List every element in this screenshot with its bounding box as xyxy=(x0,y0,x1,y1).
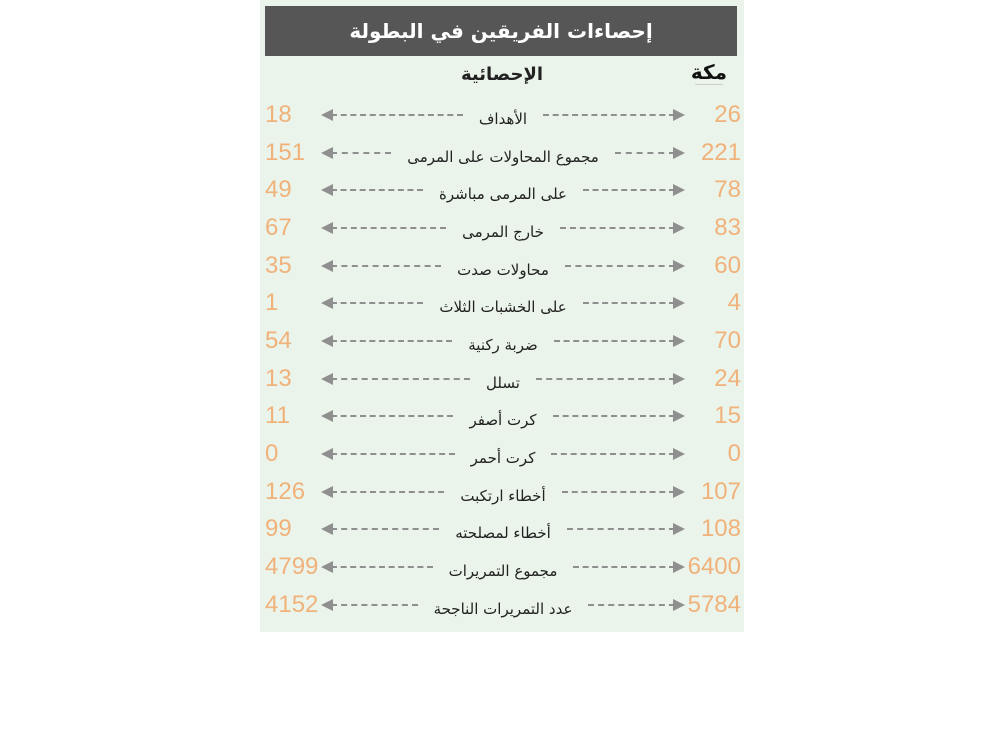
arrow-right-icon xyxy=(578,598,685,611)
right-team-value: 107 xyxy=(700,477,741,505)
arrow-left-icon xyxy=(321,221,456,234)
arrow-right-icon xyxy=(526,372,686,385)
right-team-value: 26 xyxy=(714,100,741,128)
arrow-right-icon xyxy=(557,523,686,536)
arrow-left-icon xyxy=(321,297,433,310)
stat-label: مجموع المحاولات على المرمى xyxy=(407,147,599,166)
arrow-right-icon xyxy=(543,410,686,423)
left-team-value: 99 xyxy=(265,515,292,543)
arrow-left-icon xyxy=(321,485,454,498)
stat-row: 35 محاولات صدت 60 xyxy=(265,247,741,285)
stats-infographic: إحصاءات الفريقين في البطولة الإحصائية مك… xyxy=(260,0,744,632)
right-team-value: 221 xyxy=(700,138,741,166)
arrow-right-icon xyxy=(550,221,686,234)
stat-row: 49 على المرمى مباشرة 78 xyxy=(265,171,741,209)
arrow-left-icon xyxy=(321,410,463,423)
stat-label: كرت أحمر xyxy=(470,449,536,468)
right-team-value: 6400 xyxy=(687,553,741,581)
left-team-value: 67 xyxy=(265,213,292,241)
arrow-left-icon xyxy=(321,523,449,536)
right-team-value: 4 xyxy=(727,289,741,317)
right-team-value: 5784 xyxy=(687,590,741,618)
arrow-left-icon xyxy=(321,372,480,385)
arrow-left-icon xyxy=(321,146,401,159)
stat-label: عدد التمريرات الناجحة xyxy=(433,599,573,618)
arrow-left-icon xyxy=(321,184,433,197)
arrow-left-icon xyxy=(321,598,428,611)
stat-row: 151 مجموع المحاولات على المرمى 221 xyxy=(265,134,741,172)
arrow-right-icon xyxy=(563,561,685,574)
arrow-right-icon xyxy=(541,448,685,461)
logo: مكة ——————— xyxy=(684,62,734,87)
left-team-value: 4152 xyxy=(265,590,319,618)
stat-row: 13 تسلل 24 xyxy=(265,360,741,398)
stat-label: على المرمى مباشرة xyxy=(438,185,567,204)
logo-tagline: ——————— xyxy=(695,82,723,87)
arrow-left-icon xyxy=(321,448,465,461)
stat-label: مجموع التمريرات xyxy=(448,562,558,581)
left-team-value: 11 xyxy=(265,402,290,430)
left-team-value: 1 xyxy=(265,289,279,317)
stat-label: خارج المرمى xyxy=(462,222,544,241)
left-team-value: 49 xyxy=(265,176,292,204)
stat-label: محاولات صدت xyxy=(457,260,549,279)
logo-mark: مكة xyxy=(690,60,728,84)
arrow-right-icon xyxy=(552,485,686,498)
right-team-value: 15 xyxy=(714,402,741,430)
left-team-value: 4799 xyxy=(265,553,319,581)
column-header-statistic: الإحصائية xyxy=(460,64,544,85)
stat-label: أخطاء لمصلحته xyxy=(455,524,551,543)
stat-row: 1 على الخشبات الثلاث 4 xyxy=(265,284,741,322)
right-team-value: 70 xyxy=(714,326,741,354)
stat-row: 4152 عدد التمريرات الناجحة 5784 xyxy=(265,586,741,624)
arrow-right-icon xyxy=(533,108,685,121)
stat-row: 4799 مجموع التمريرات 6400 xyxy=(265,548,741,586)
right-team-value: 60 xyxy=(714,251,741,279)
arrow-left-icon xyxy=(321,561,443,574)
arrow-right-icon xyxy=(573,297,686,310)
right-team-value: 24 xyxy=(714,364,741,392)
stat-label: أخطاء ارتكبت xyxy=(460,486,546,505)
left-team-value: 126 xyxy=(265,477,306,505)
arrow-right-icon xyxy=(544,334,686,347)
stat-row: 18 الأهداف 26 xyxy=(265,96,741,134)
stat-label: كرت أصفر xyxy=(469,411,537,430)
stat-label: على الخشبات الثلاث xyxy=(439,298,567,317)
stat-row: 0 كرت أحمر 0 xyxy=(265,435,741,473)
stat-row: 67 خارج المرمى 83 xyxy=(265,209,741,247)
arrow-right-icon xyxy=(573,184,685,197)
stat-row: 11 كرت أصفر 15 xyxy=(265,398,741,436)
left-team-value: 18 xyxy=(265,100,292,128)
page-title: إحصاءات الفريقين في البطولة xyxy=(265,6,737,56)
right-team-value: 83 xyxy=(714,213,741,241)
right-team-value: 108 xyxy=(700,515,741,543)
left-team-value: 13 xyxy=(265,364,292,392)
arrow-left-icon xyxy=(321,259,451,272)
stat-label: ضربة ركنية xyxy=(468,335,538,354)
stat-label: تسلل xyxy=(486,373,520,392)
left-team-value: 54 xyxy=(265,326,292,354)
arrow-right-icon xyxy=(605,146,686,159)
stat-label: الأهداف xyxy=(478,109,528,128)
left-team-value: 151 xyxy=(265,138,306,166)
left-team-value: 0 xyxy=(265,440,279,468)
arrow-right-icon xyxy=(555,259,686,272)
arrow-left-icon xyxy=(321,108,473,121)
arrow-left-icon xyxy=(321,334,462,347)
stat-row: 126 أخطاء ارتكبت 107 xyxy=(265,473,741,511)
right-team-value: 78 xyxy=(714,176,741,204)
stat-row: 54 ضربة ركنية 70 xyxy=(265,322,741,360)
left-team-value: 35 xyxy=(265,251,292,279)
stat-row: 99 أخطاء لمصلحته 108 xyxy=(265,511,741,549)
stats-list: 18 الأهداف 26 151 مجموع المحاولات على المرمى… xyxy=(265,96,741,624)
right-team-value: 0 xyxy=(727,440,741,468)
